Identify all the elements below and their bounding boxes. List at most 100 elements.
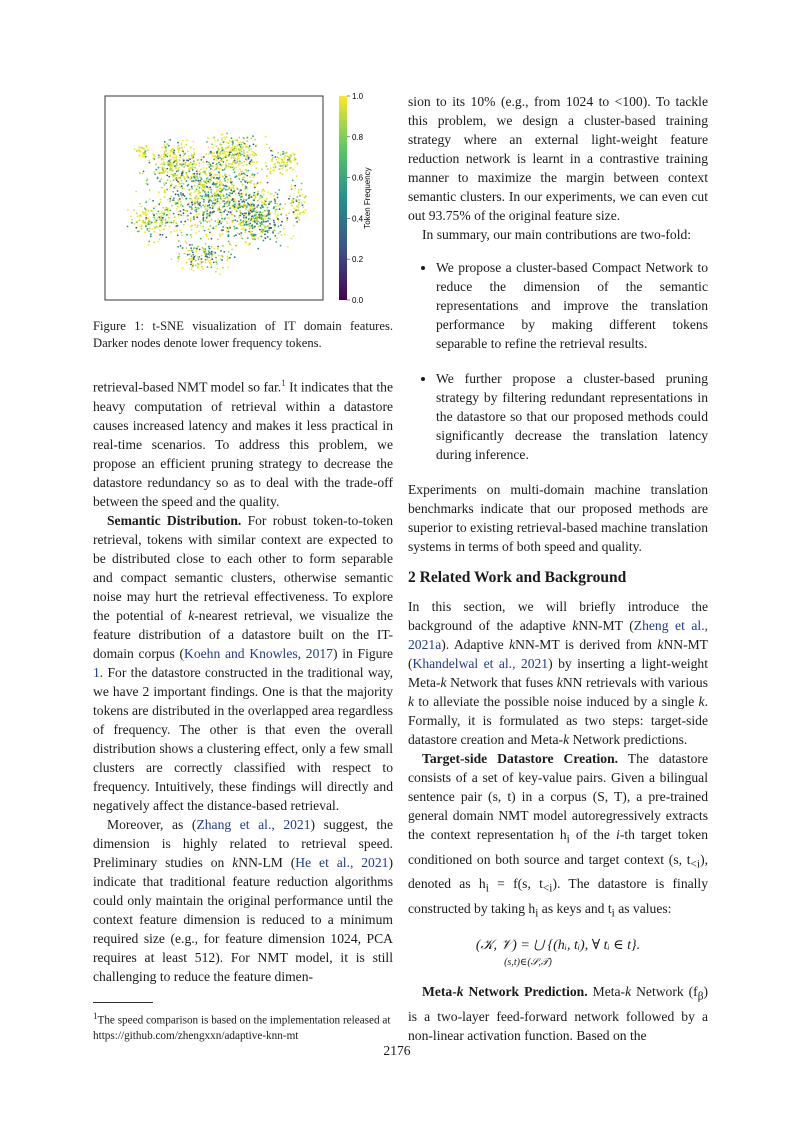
- scatter-point: [259, 181, 262, 184]
- scatter-point: [246, 159, 249, 161]
- scatter-point: [269, 217, 271, 220]
- citation-link[interactable]: He et al., 2021: [295, 854, 389, 870]
- scatter-point: [196, 172, 198, 175]
- scatter-point: [288, 195, 291, 198]
- scatter-point: [216, 152, 218, 154]
- scatter-point: [227, 146, 229, 149]
- scatter-point: [208, 161, 210, 164]
- scatter-point: [280, 233, 283, 236]
- scatter-point: [235, 200, 237, 202]
- scatter-point: [299, 212, 302, 214]
- scatter-point: [194, 196, 197, 199]
- scatter-point: [170, 184, 172, 187]
- scatter-point: [235, 162, 237, 164]
- figure-ref-link[interactable]: 1: [93, 664, 100, 680]
- scatter-point: [235, 204, 238, 207]
- scatter-point: [225, 148, 228, 150]
- scatter-point: [145, 214, 147, 216]
- colorbar-label: Token Frequency: [363, 167, 372, 228]
- scatter-point: [168, 175, 171, 178]
- scatter-point: [293, 207, 296, 210]
- section-heading: 2 Related Work and Background: [408, 569, 627, 586]
- scatter-point: [221, 244, 224, 247]
- scatter-point: [252, 226, 254, 229]
- scatter-point: [233, 171, 236, 174]
- scatter-point: [222, 226, 225, 228]
- scatter-point: [213, 176, 215, 179]
- scatter-point: [163, 163, 166, 166]
- footnote-rule: [93, 1002, 153, 1003]
- scatter-point: [239, 196, 242, 199]
- scatter-point: [277, 151, 279, 154]
- scatter-point: [201, 185, 204, 188]
- scatter-point: [192, 163, 195, 165]
- scatter-point: [145, 179, 148, 182]
- scatter-point: [213, 197, 216, 200]
- scatter-point: [203, 200, 205, 203]
- scatter-point: [191, 259, 193, 262]
- scatter-point: [293, 224, 295, 227]
- scatter-point: [191, 224, 193, 227]
- scatter-point: [217, 157, 220, 160]
- scatter-point: [229, 187, 232, 190]
- scatter-point: [162, 214, 165, 217]
- citation-link[interactable]: Zheng et al., 2021a: [408, 618, 708, 652]
- scatter-point: [296, 213, 299, 215]
- scatter-point: [217, 218, 219, 221]
- scatter-point: [278, 189, 280, 191]
- scatter-point: [202, 213, 205, 216]
- scatter-point: [258, 216, 261, 219]
- scatter-point: [176, 234, 179, 237]
- scatter-point: [274, 166, 276, 169]
- scatter-point: [218, 220, 221, 222]
- scatter-point: [161, 186, 163, 189]
- scatter-point: [171, 165, 173, 168]
- scatter-point: [193, 191, 196, 193]
- scatter-point: [180, 192, 182, 194]
- scatter-point: [185, 173, 188, 176]
- scatter-point: [259, 225, 262, 227]
- scatter-point: [232, 168, 235, 171]
- scatter-point: [250, 208, 252, 210]
- scatter-point: [245, 241, 248, 244]
- scatter-point: [252, 220, 254, 223]
- scatter-point: [225, 141, 228, 144]
- scatter-point: [153, 221, 156, 224]
- scatter-point: [217, 247, 219, 250]
- scatter-point: [212, 205, 214, 208]
- scatter-point: [221, 206, 224, 209]
- scatter-point: [227, 257, 230, 260]
- scatter-point: [191, 187, 193, 190]
- scatter-point: [201, 268, 204, 270]
- scatter-point: [193, 176, 196, 179]
- scatter-point: [245, 212, 248, 215]
- scatter-point: [267, 213, 270, 215]
- scatter-point: [294, 184, 297, 187]
- citation-link[interactable]: Khandelwal et al., 2021: [412, 656, 549, 671]
- scatter-point: [266, 181, 269, 184]
- scatter-point: [249, 231, 252, 234]
- footnote-marker[interactable]: 1: [281, 378, 286, 388]
- scatter-point: [258, 198, 261, 201]
- scatter-point: [186, 215, 188, 217]
- scatter-point: [200, 262, 202, 265]
- scatter-point: [214, 220, 217, 223]
- scatter-point: [264, 237, 267, 240]
- scatter-point: [187, 188, 190, 191]
- scatter-point: [177, 168, 180, 171]
- scatter-point: [282, 166, 285, 169]
- scatter-point: [238, 143, 241, 146]
- scatter-point: [241, 183, 244, 186]
- scatter-point: [195, 188, 198, 191]
- scatter-point: [196, 256, 199, 258]
- scatter-point: [163, 144, 166, 147]
- scatter-point: [218, 208, 221, 211]
- scatter-point: [177, 195, 180, 197]
- scatter-point: [182, 214, 185, 217]
- scatter-point: [178, 181, 181, 184]
- citation-link[interactable]: Zhang et al., 2021: [196, 816, 311, 832]
- citation-link[interactable]: Koehn and Knowles, 2017: [184, 645, 333, 661]
- scatter-point: [205, 235, 208, 238]
- scatter-point: [265, 165, 268, 168]
- scatter-point: [235, 147, 237, 150]
